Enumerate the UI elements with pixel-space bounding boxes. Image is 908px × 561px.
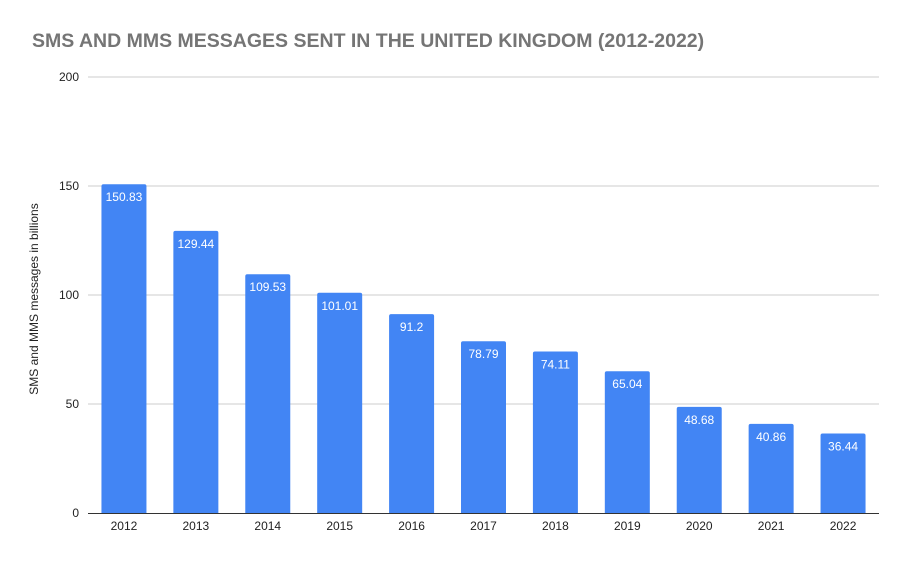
x-tick-label: 2022 xyxy=(830,519,857,533)
x-tick-label: 2017 xyxy=(470,519,497,533)
x-tick-label: 2016 xyxy=(398,519,425,533)
x-tick-label: 2014 xyxy=(254,519,281,533)
y-tick-label: 50 xyxy=(66,397,80,411)
chart-title: SMS AND MMS MESSAGES SENT IN THE UNITED … xyxy=(32,30,705,52)
y-tick-label: 200 xyxy=(59,70,79,84)
bar-2022 xyxy=(820,433,866,513)
x-tick-label: 2012 xyxy=(111,519,138,533)
x-tick-label: 2018 xyxy=(542,519,569,533)
y-tick-label: 0 xyxy=(72,506,79,520)
data-label: 40.86 xyxy=(756,430,786,444)
y-tick-label: 100 xyxy=(59,288,79,302)
data-label: 48.68 xyxy=(684,413,714,427)
x-tick-label: 2019 xyxy=(614,519,641,533)
data-label: 74.11 xyxy=(541,357,570,371)
x-tick-label: 2013 xyxy=(183,519,210,533)
bar-2016 xyxy=(389,314,435,513)
bar-2020 xyxy=(676,406,722,513)
data-label: 101.01 xyxy=(321,299,358,313)
bar-2012 xyxy=(101,184,147,513)
y-axis-label: SMS and MMS messages in billions xyxy=(27,203,41,394)
bar-2019 xyxy=(604,371,650,513)
data-label: 78.79 xyxy=(468,347,498,361)
bar-2015 xyxy=(317,292,363,513)
y-axis-ticks: 0 50 100 150 200 xyxy=(59,70,79,520)
y-tick-label: 150 xyxy=(59,179,79,193)
x-tick-label: 2015 xyxy=(326,519,353,533)
data-label: 36.44 xyxy=(828,440,858,454)
bar-2014 xyxy=(245,274,291,513)
data-label: 65.04 xyxy=(612,377,642,391)
x-tick-label: 2020 xyxy=(686,519,713,533)
bar-2021 xyxy=(748,423,794,513)
data-label: 129.44 xyxy=(178,237,215,251)
data-label: 150.83 xyxy=(106,190,143,204)
data-label: 91.2 xyxy=(400,320,424,334)
bar-2018 xyxy=(532,351,578,513)
x-axis-ticks: 2012 2013 2014 2015 2016 2017 2018 2019 2020 2021… xyxy=(111,519,857,533)
data-label: 109.53 xyxy=(249,280,286,294)
bar-2017 xyxy=(461,341,506,513)
bars: 150.83 129.44 109.53 101.01 91.2 78.79 74.11 65… xyxy=(101,184,866,513)
x-tick-label: 2021 xyxy=(758,519,785,533)
bar-2013 xyxy=(173,230,219,513)
